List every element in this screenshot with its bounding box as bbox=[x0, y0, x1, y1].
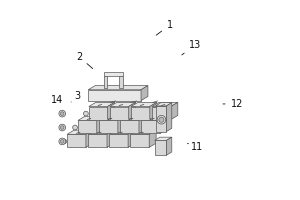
Polygon shape bbox=[120, 120, 139, 133]
Polygon shape bbox=[99, 120, 118, 133]
Circle shape bbox=[59, 110, 66, 117]
Polygon shape bbox=[152, 107, 171, 120]
Polygon shape bbox=[88, 134, 107, 147]
Bar bbox=[119, 76, 123, 88]
Polygon shape bbox=[167, 103, 172, 132]
Polygon shape bbox=[141, 86, 148, 101]
Polygon shape bbox=[128, 130, 135, 147]
Text: 12: 12 bbox=[223, 99, 243, 109]
Circle shape bbox=[83, 111, 88, 116]
Polygon shape bbox=[149, 130, 156, 147]
Circle shape bbox=[159, 117, 164, 122]
Polygon shape bbox=[154, 140, 166, 155]
Polygon shape bbox=[110, 134, 128, 147]
Circle shape bbox=[61, 140, 64, 143]
Polygon shape bbox=[110, 102, 136, 107]
Polygon shape bbox=[86, 130, 93, 147]
Circle shape bbox=[61, 126, 64, 129]
Circle shape bbox=[73, 125, 77, 130]
Text: 1: 1 bbox=[156, 20, 173, 35]
Polygon shape bbox=[78, 116, 104, 120]
Text: 11: 11 bbox=[188, 142, 203, 152]
Polygon shape bbox=[131, 102, 157, 107]
Polygon shape bbox=[167, 137, 172, 155]
Polygon shape bbox=[88, 130, 114, 134]
Polygon shape bbox=[160, 116, 167, 133]
Polygon shape bbox=[110, 107, 129, 120]
Polygon shape bbox=[131, 107, 150, 120]
Polygon shape bbox=[89, 107, 108, 120]
Text: 13: 13 bbox=[182, 40, 202, 55]
Polygon shape bbox=[108, 102, 115, 120]
Polygon shape bbox=[139, 116, 146, 133]
Polygon shape bbox=[129, 102, 136, 120]
Polygon shape bbox=[130, 134, 149, 147]
Polygon shape bbox=[89, 102, 115, 107]
Polygon shape bbox=[97, 116, 104, 133]
Circle shape bbox=[61, 112, 64, 115]
Polygon shape bbox=[155, 103, 172, 106]
Bar bbox=[104, 72, 123, 76]
Text: 2: 2 bbox=[76, 52, 93, 69]
Polygon shape bbox=[67, 134, 86, 147]
Polygon shape bbox=[141, 116, 167, 120]
Circle shape bbox=[59, 138, 66, 145]
Polygon shape bbox=[110, 130, 135, 134]
Circle shape bbox=[157, 115, 166, 124]
Polygon shape bbox=[130, 130, 156, 134]
Circle shape bbox=[59, 124, 66, 131]
Polygon shape bbox=[88, 90, 141, 101]
Polygon shape bbox=[154, 137, 172, 140]
Polygon shape bbox=[171, 102, 178, 120]
Polygon shape bbox=[88, 86, 148, 90]
Polygon shape bbox=[67, 130, 93, 134]
Polygon shape bbox=[155, 106, 167, 132]
Polygon shape bbox=[78, 120, 97, 133]
Polygon shape bbox=[99, 116, 125, 120]
Text: 14: 14 bbox=[51, 95, 63, 105]
Polygon shape bbox=[118, 116, 125, 133]
Circle shape bbox=[62, 139, 67, 144]
Polygon shape bbox=[107, 130, 114, 147]
Polygon shape bbox=[120, 116, 146, 120]
Polygon shape bbox=[141, 120, 160, 133]
Polygon shape bbox=[152, 102, 178, 107]
Polygon shape bbox=[150, 102, 157, 120]
Text: 3: 3 bbox=[71, 91, 80, 102]
Bar bbox=[104, 76, 107, 88]
